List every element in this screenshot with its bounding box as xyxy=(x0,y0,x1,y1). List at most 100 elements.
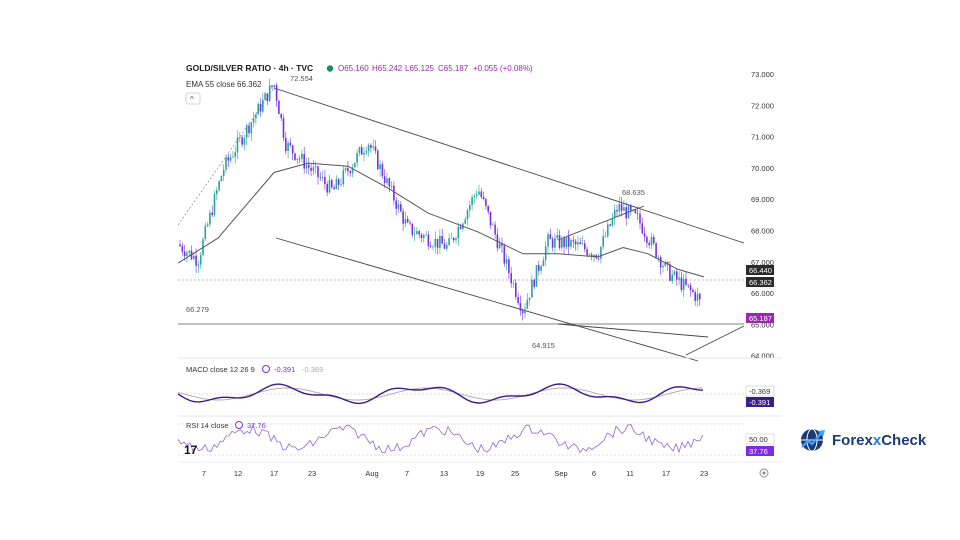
candle-body xyxy=(590,254,593,257)
candle-body xyxy=(248,125,250,134)
macd-signal-line xyxy=(177,387,703,401)
candle-body xyxy=(308,164,310,168)
candle-body xyxy=(319,177,322,178)
macd-settings-icon[interactable] xyxy=(262,365,270,373)
candle-body xyxy=(655,243,657,258)
candle-body xyxy=(531,279,533,298)
candle-body xyxy=(630,205,632,211)
candle-body xyxy=(370,145,372,148)
ema-line xyxy=(177,162,705,278)
time-axis[interactable]: 7 12 17 23 Aug 7 13 19 25 Sep 6 11 17 23 xyxy=(202,469,708,478)
collapse-legend-button[interactable] xyxy=(185,92,201,105)
settings-gear-icon[interactable] xyxy=(759,468,769,478)
candle-body xyxy=(510,273,512,284)
annotation-left-level: 66.279 xyxy=(186,305,209,314)
macd-tag-2 xyxy=(746,397,774,407)
ohlc-open: O65.160 xyxy=(338,64,369,73)
rsi-value: 37.76 xyxy=(247,421,266,430)
candle-body xyxy=(687,284,690,286)
candle-body xyxy=(427,234,430,247)
candle-body xyxy=(252,118,255,123)
candle-body xyxy=(245,125,248,138)
candle-body xyxy=(554,238,556,248)
candle-body xyxy=(508,259,510,274)
candle-body xyxy=(298,158,301,160)
candle-body xyxy=(653,237,655,244)
candle-body xyxy=(482,197,485,199)
candle-body xyxy=(409,222,411,224)
price-axis-tick: 73.000 xyxy=(751,70,774,79)
candle-body xyxy=(464,219,466,224)
candle-body xyxy=(199,255,202,265)
candle-body xyxy=(581,243,584,245)
candle-body xyxy=(602,236,604,247)
price-axis-tick: 68.000 xyxy=(751,227,774,236)
candle-body xyxy=(206,224,209,226)
candle-body xyxy=(351,167,354,174)
candle-body xyxy=(521,310,524,314)
candle-body xyxy=(383,176,386,184)
channel-upper-line[interactable] xyxy=(273,87,745,244)
candle-body xyxy=(648,242,650,246)
candle-body xyxy=(232,156,234,158)
candle-body xyxy=(441,236,443,244)
candle-body xyxy=(469,205,471,211)
channel-lower-line[interactable] xyxy=(275,237,699,362)
candle-body xyxy=(563,238,565,248)
time-axis-tick: 19 xyxy=(476,469,484,478)
candle-body xyxy=(632,209,634,211)
rsi-tag-value-text: 37.76 xyxy=(749,447,768,456)
candle-body xyxy=(312,167,315,171)
candle-body xyxy=(515,282,517,297)
rsi-line xyxy=(177,423,704,454)
breakout-line[interactable] xyxy=(685,325,745,356)
candle-body xyxy=(227,157,230,161)
candle-body xyxy=(273,85,276,87)
candle-body xyxy=(699,293,701,300)
candle-body xyxy=(561,238,563,248)
candle-body xyxy=(367,145,370,152)
rsi-settings-icon[interactable] xyxy=(235,421,243,429)
candles-layer xyxy=(179,78,701,321)
candle-body xyxy=(528,297,531,300)
candle-body xyxy=(600,246,602,259)
candle-body xyxy=(547,234,549,247)
ohlc-high: H65.242 xyxy=(372,64,403,73)
candle-body xyxy=(542,260,545,267)
candle-body xyxy=(404,219,407,224)
triangle-upper-line[interactable] xyxy=(557,205,645,241)
candle-body xyxy=(257,103,259,115)
candle-body xyxy=(627,205,630,219)
candle-body xyxy=(331,180,333,188)
candle-body xyxy=(526,299,529,309)
candle-body xyxy=(678,277,680,280)
brand-name-x: x xyxy=(872,431,882,449)
candle-body xyxy=(213,194,216,216)
candle-body xyxy=(303,153,305,169)
candle-body xyxy=(452,237,455,241)
candle-body xyxy=(386,178,388,184)
triangle-lower-line[interactable] xyxy=(557,323,709,338)
candle-body xyxy=(255,114,257,119)
candle-body xyxy=(418,231,420,235)
candle-body xyxy=(636,213,639,214)
candle-body xyxy=(692,290,694,293)
chart-svg[interactable]: GOLD/SILVER RATIO · 4h · TVC O65.160 H65… xyxy=(177,58,782,486)
candle-body xyxy=(494,224,496,235)
candle-body xyxy=(503,245,506,264)
candle-body xyxy=(328,180,331,193)
price-axis-tick: 66.000 xyxy=(751,289,774,298)
candle-body xyxy=(395,200,397,209)
candle-body xyxy=(446,244,448,249)
candle-body xyxy=(565,236,568,248)
candle-body xyxy=(455,238,457,241)
candle-body xyxy=(289,142,292,146)
candle-body xyxy=(689,285,692,290)
candle-body xyxy=(487,206,489,212)
price-axis[interactable]: 73.000 72.000 71.000 70.000 69.000 68.000 67.0… xyxy=(751,70,774,361)
candle-body xyxy=(179,244,181,247)
candle-body xyxy=(301,153,303,159)
candle-body xyxy=(524,308,526,314)
chart-panel[interactable]: GOLD/SILVER RATIO · 4h · TVC O65.160 H65… xyxy=(177,58,782,486)
candle-body xyxy=(423,235,425,239)
